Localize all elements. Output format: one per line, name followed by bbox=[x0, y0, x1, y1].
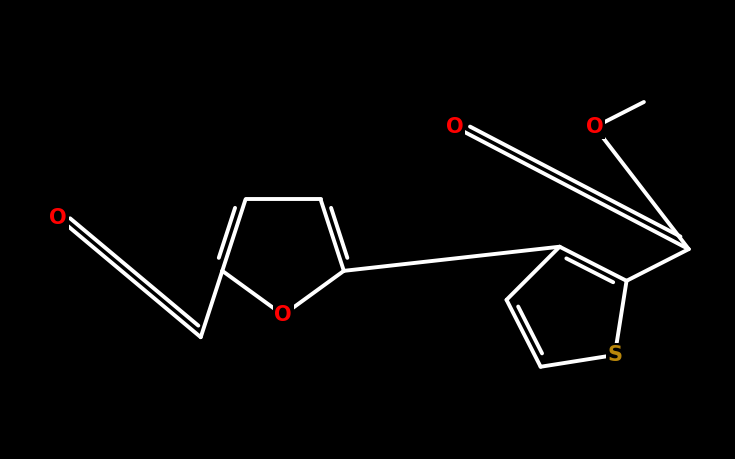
Text: O: O bbox=[446, 117, 464, 137]
Text: O: O bbox=[49, 208, 67, 228]
Text: S: S bbox=[607, 345, 623, 365]
Text: O: O bbox=[274, 305, 292, 325]
Text: O: O bbox=[586, 117, 603, 137]
